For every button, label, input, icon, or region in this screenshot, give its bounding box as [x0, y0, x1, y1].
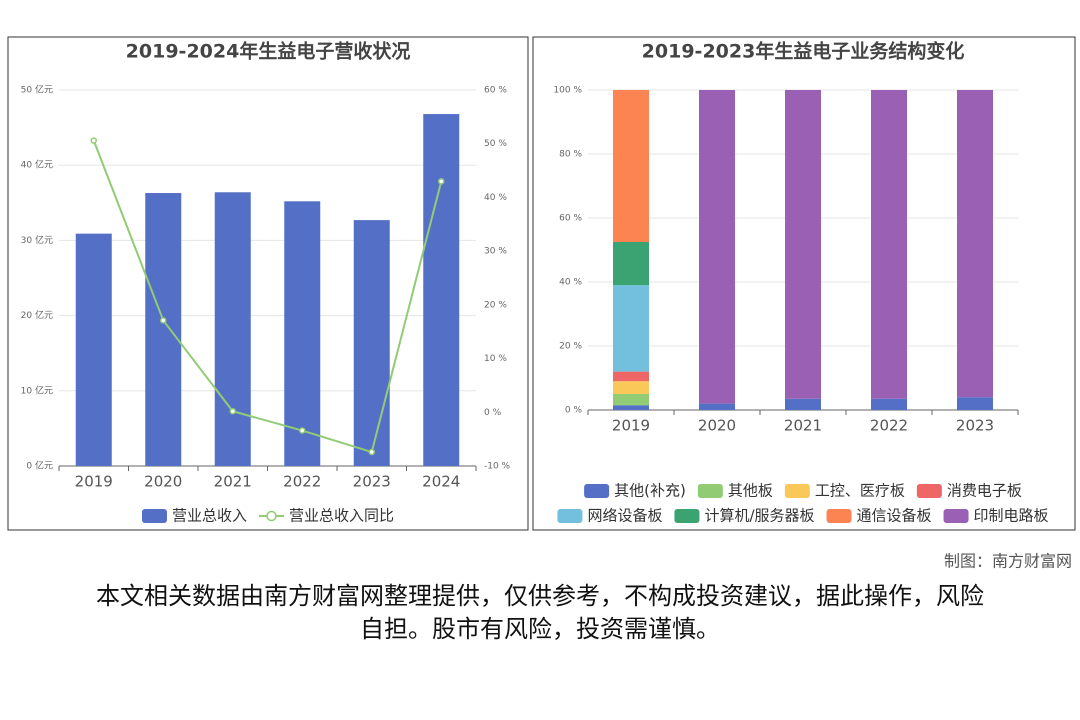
bar	[145, 193, 182, 467]
line-point	[90, 137, 97, 144]
legend-swatch	[557, 509, 583, 523]
y2-tick-label: 60 %	[484, 86, 507, 96]
y-tick-label: 80 %	[559, 150, 582, 160]
x-tick-label: 2020	[144, 473, 182, 491]
y2-tick-label: 50 %	[484, 139, 507, 149]
y-tick-label: 30 亿元	[21, 234, 53, 246]
y-tick-label: 60 %	[559, 214, 582, 224]
legend-swatch	[826, 509, 852, 523]
y-tick-label: 40 亿元	[21, 159, 53, 171]
line	[92, 140, 443, 454]
legend-label: 网络设备板	[587, 507, 662, 525]
line-point	[229, 407, 236, 415]
legend-swatch	[916, 484, 942, 498]
bar	[353, 220, 390, 466]
y-tick-label: 20 %	[559, 342, 582, 352]
bar-segment	[957, 397, 993, 410]
x-tick-label: 2020	[698, 417, 736, 435]
x-tick-label: 2022	[870, 417, 908, 435]
y2-tick-label: 20 %	[484, 300, 507, 310]
bar-segment	[613, 90, 649, 242]
bar-segment	[699, 403, 735, 410]
legend-marker	[266, 510, 277, 522]
bar-segment	[613, 405, 649, 410]
disclaimer: 本文相关数据由南方财富网整理提供，仅供参考，不构成投资建议，据此操作，风险自担。…	[96, 582, 984, 643]
legend-label: 其他板	[728, 482, 773, 500]
legend-label: 营业总收入同比	[289, 507, 394, 525]
legend-swatch	[943, 509, 969, 523]
line-point	[160, 317, 167, 324]
bar-segment	[871, 398, 907, 410]
bar	[423, 114, 460, 467]
y2-tick-label: 0 %	[484, 408, 502, 418]
bar-segment	[871, 90, 907, 399]
y-tick-label: 20 亿元	[21, 309, 53, 321]
y-tick-label: 10 亿元	[21, 384, 53, 396]
y-tick-label: 50 亿元	[21, 84, 53, 96]
bar	[284, 201, 321, 466]
legend-label: 通信设备板	[857, 507, 932, 525]
bar-segment	[699, 90, 735, 404]
legend-label: 消费电子板	[947, 482, 1022, 500]
bar-segment	[785, 398, 821, 410]
bar	[214, 192, 251, 466]
bar-segment	[613, 394, 649, 406]
y2-tick-label: -10 %	[484, 462, 511, 472]
y-tick-label: 0 %	[565, 406, 583, 416]
panel-frame	[532, 36, 1076, 531]
legend-label: 工控、医疗板	[815, 482, 905, 500]
chart-title: 2019-2024年生益电子营收状况	[126, 40, 411, 63]
bar	[75, 233, 112, 466]
credit: 制图：南方财富网	[944, 552, 1072, 571]
y-tick-label: 100 %	[553, 86, 582, 96]
bar-segment	[785, 90, 821, 399]
legend-label: 营业总收入	[172, 507, 247, 525]
legend-label: 其他(补充)	[614, 482, 686, 500]
legend-label: 印制电路板	[974, 507, 1049, 525]
legend-swatch	[141, 509, 167, 523]
y2-tick-label: 40 %	[484, 193, 507, 203]
line-point	[438, 178, 445, 185]
y-tick-label: 40 %	[559, 278, 582, 288]
chart-title: 2019-2023年生益电子业务结构变化	[642, 40, 965, 63]
legend-swatch	[784, 484, 810, 498]
x-tick-label: 2019	[75, 473, 113, 491]
line-point	[299, 427, 306, 434]
legend-swatch	[674, 509, 700, 523]
line-point	[368, 448, 375, 456]
bar-segment	[613, 242, 649, 286]
x-tick-label: 2024	[422, 473, 460, 491]
x-tick-label: 2023	[353, 473, 391, 491]
bar-segment	[613, 371, 649, 382]
x-tick-label: 2021	[214, 473, 252, 491]
bar-segment	[613, 285, 649, 372]
x-tick-label: 2019	[612, 417, 650, 435]
y2-tick-label: 30 %	[484, 247, 507, 257]
x-tick-label: 2023	[956, 417, 994, 435]
y-tick-label: 0 亿元	[26, 460, 53, 472]
legend-swatch	[697, 484, 723, 498]
bar-segment	[957, 90, 993, 398]
x-tick-label: 2021	[784, 417, 822, 435]
panel-frame	[7, 36, 529, 531]
legend-swatch	[584, 484, 610, 498]
legend-label: 计算机/服务器板	[704, 507, 814, 525]
y2-tick-label: 10 %	[484, 354, 507, 364]
bar-segment	[613, 381, 649, 394]
x-tick-label: 2022	[283, 473, 321, 491]
